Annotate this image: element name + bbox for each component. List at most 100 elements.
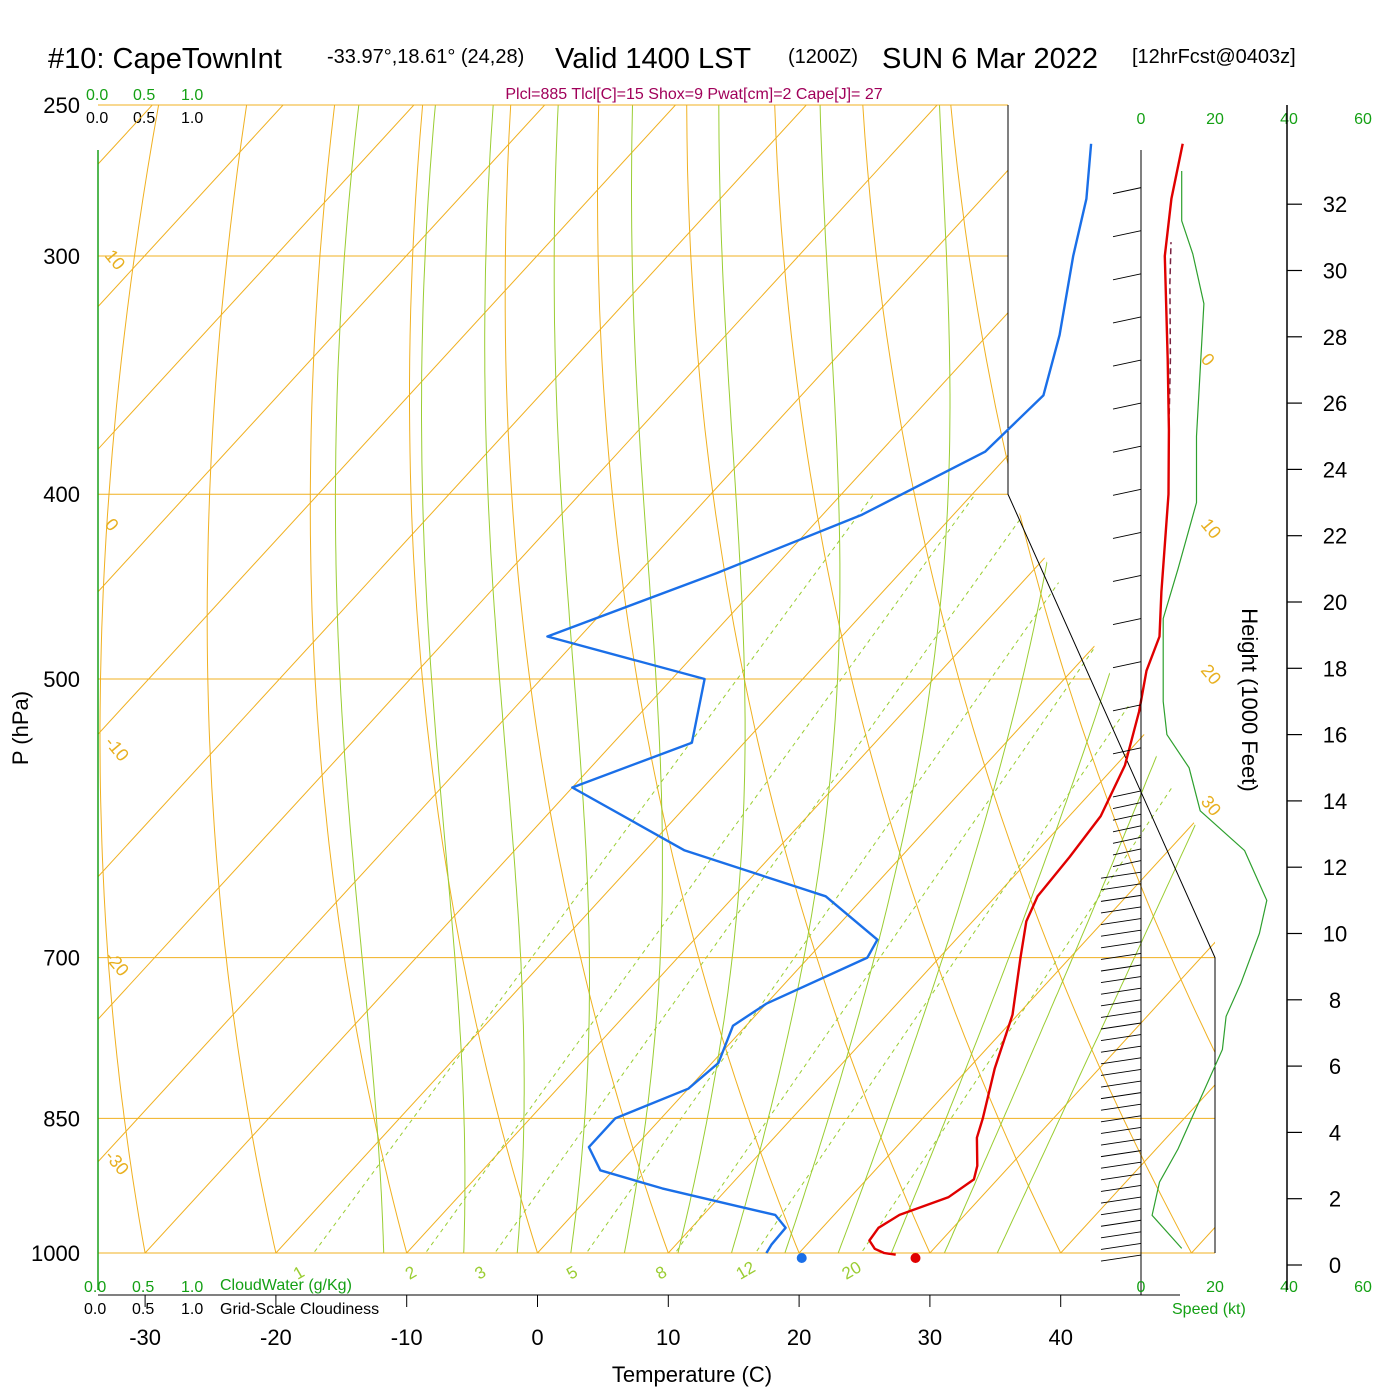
cloudiness-scale-bottom: 0.0 0.5 1.0 Grid-Scale Cloudiness [84,1301,379,1318]
mixing-ratio-line [476,493,1039,1253]
isotherm-line [98,105,838,1253]
wind-barb [1112,825,1142,833]
wind-barb [1112,790,1142,798]
mixing-ratio-line [407,493,976,1253]
station-title: #10: CapeTownInt [48,43,282,75]
wind-barb [1112,488,1142,496]
mixing-ratio-label: 20 [839,1258,865,1284]
speed-tick-top: 0 [1137,111,1146,128]
y-axis-title: P (hPa) [8,691,33,765]
cloud-water-tick: 0.5 [132,1279,154,1296]
mixing-ratio-line [844,493,1215,1253]
speed-tick-top: 20 [1206,111,1224,128]
height-tick-label: 22 [1323,524,1347,549]
dry-adiabat-line [309,105,414,1253]
moist-adiabat-line [671,105,746,1253]
date-label: SUN 6 Mar 2022 [882,43,1098,75]
x-tick-label: -10 [391,1325,423,1350]
x-tick-label: -20 [260,1325,292,1350]
cloudiness-tick: 0.5 [133,110,155,127]
moist-adiabat-line [553,105,590,1253]
forecast-label: [12hrFcst@0403z] [1132,46,1296,68]
cloudiness-tick: 1.0 [181,1301,203,1318]
moist-adiabat-grid [334,105,1215,1253]
cloudiness-tick: 0.5 [132,1301,154,1318]
isotherm-line [98,105,315,1253]
moist-adiabat-line [776,105,951,1253]
cloud-water-tick: 0.5 [133,87,155,104]
isotherm-label: 30 [1197,792,1225,820]
moist-adiabat-line [619,105,663,1253]
isotherm-label: 10 [1197,514,1225,542]
speed-axis-label: Speed (kt) [1172,1301,1246,1318]
moist-adiabat-line [933,105,1215,1253]
x-tick-label: 0 [531,1325,543,1350]
dry-adiabat-line [409,105,546,1253]
wind-barb [1100,1138,1142,1146]
isotherm-line [98,105,707,1253]
wind-barb [1112,531,1142,539]
dry-adiabat-line [1383,71,1400,1277]
wind-barb [1100,976,1142,984]
utc-time: (1200Z) [788,46,858,68]
sounding-indices: Plcl=885 Tlcl[C]=15 Shox=9 Pwat[cm]=2 Ca… [505,86,882,103]
height-tick-label: 30 [1323,259,1347,284]
pressure-tick-label: 850 [43,1106,80,1131]
wind-barb [1112,230,1142,238]
dry-adiabat-line [860,105,1206,1253]
isotherm-line [253,105,1215,1253]
x-tick-label: 40 [1048,1325,1072,1350]
plot-frame [97,105,1216,1290]
pressure-axis: 250 300 400 500 700 850 1000 [31,93,80,1266]
wind-barb [1100,1034,1142,1042]
isotherm-label: 20 [1197,660,1225,688]
wind-barb [1100,1068,1142,1076]
wind-barb [1100,1161,1142,1169]
speed-tick-top: 40 [1280,111,1298,128]
wind-barb [1100,941,1142,949]
station-coords: -33.97°,18.61° (24,28) [327,46,524,68]
wind-barb [1100,894,1142,902]
cloud-water-scale-top: 0.0 0.5 1.0 [86,87,203,104]
x-tick-label: 10 [656,1325,680,1350]
wind-barb [1100,1115,1142,1123]
cloud-water-label: CloudWater (g/Kg) [220,1277,352,1294]
height-tick-label: 8 [1329,988,1341,1013]
wind-barb [1100,1196,1142,1204]
height-tick-label: 0 [1329,1253,1341,1278]
wind-barb [1112,813,1142,821]
speed-tick-top: 60 [1354,111,1372,128]
wind-barb [1100,1150,1142,1158]
sounding-profiles [546,143,1184,1263]
wind-barb [1100,1208,1142,1216]
wind-barb [1100,999,1142,1007]
moist-adiabat-line [723,105,841,1253]
wind-barb [1112,273,1142,281]
mixing-ratio-label: 3 [471,1262,489,1283]
x-tick-label: -30 [129,1325,161,1350]
wind-barb [1112,836,1142,844]
isobar-grid [98,104,1215,1254]
dry-adiabat-line [206,105,282,1253]
x-tick-label: 20 [787,1325,811,1350]
wind-barb [1100,1243,1142,1250]
mixing-ratio-label: 8 [652,1262,670,1283]
mixing-ratio-label: 12 [733,1258,759,1284]
height-axis-title: Height (1000 Feet) [1237,608,1262,791]
height-tick-label: 14 [1323,789,1347,814]
isotherm-label: -10 [101,732,133,765]
moist-adiabat-line [334,105,385,1253]
wind-barb [1112,316,1142,324]
dry-adiabat-line [99,105,166,1253]
mixing-ratio-labels: 1 2 3 5 8 12 20 [290,1258,865,1284]
wind-barb [1100,1231,1142,1239]
dry-adiabat-line [947,105,1215,1253]
isotherm-line [907,105,1215,1253]
wind-barb [1112,575,1142,582]
wind-barb [1100,883,1142,891]
height-tick-label: 2 [1329,1187,1341,1212]
dry-adiabat-line [504,105,678,1253]
speed-tick-bottom: 40 [1280,1279,1298,1296]
